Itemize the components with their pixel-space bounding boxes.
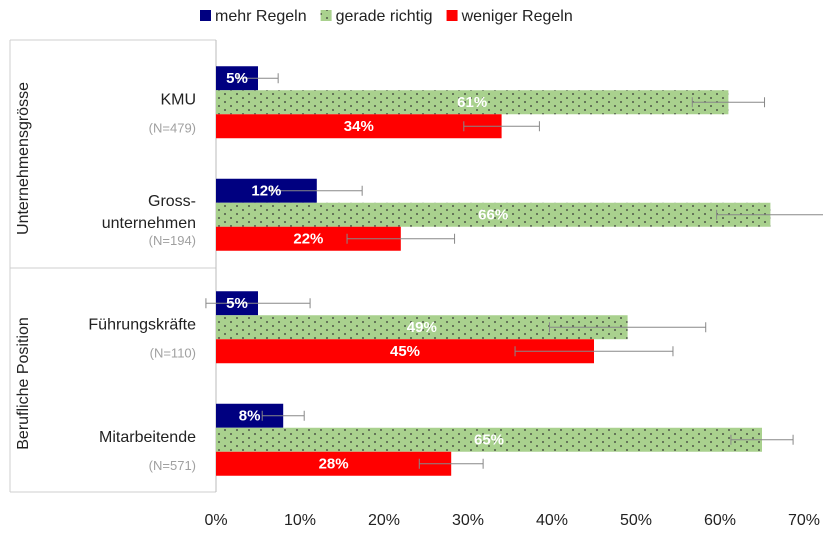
- error-bar: [691, 97, 766, 108]
- error-bar: [237, 73, 279, 84]
- value-label: 65%: [474, 432, 504, 449]
- error-bar: [205, 298, 311, 309]
- value-label: 22%: [293, 231, 323, 248]
- error-bar: [261, 410, 305, 421]
- bar-pattern: [216, 90, 729, 115]
- legend-label: mehr Regeln: [215, 8, 307, 25]
- legend-swatch-pattern: [320, 10, 332, 21]
- group-label: Berufliche Position: [15, 317, 32, 450]
- value-label: 49%: [407, 319, 437, 336]
- legend-label: gerade richtig: [336, 8, 433, 25]
- value-label: 66%: [478, 207, 508, 224]
- legend-label: weniger Regeln: [461, 8, 573, 25]
- x-tick-label: 40%: [536, 512, 568, 529]
- error-bar: [730, 434, 794, 445]
- value-label: 5%: [226, 70, 248, 87]
- error-bar: [270, 185, 363, 196]
- n-label: (N=110): [150, 346, 196, 361]
- value-label: 45%: [390, 343, 420, 360]
- error-bar: [548, 322, 707, 333]
- error-bar: [418, 458, 484, 469]
- category-label: unternehmen: [102, 215, 196, 232]
- category-label: KMU: [160, 91, 196, 108]
- x-tick-label: 50%: [620, 512, 652, 529]
- value-label: 61%: [457, 94, 487, 111]
- value-label: 12%: [251, 183, 281, 200]
- n-label: (N=571): [149, 458, 196, 473]
- group-label: Unternehmensgrösse: [15, 82, 32, 235]
- error-bar: [514, 346, 674, 357]
- x-tick-label: 10%: [284, 512, 316, 529]
- category-label: Mitarbeitende: [99, 429, 196, 446]
- bar-pattern: [216, 202, 771, 227]
- n-label: (N=479): [149, 121, 196, 136]
- category-label: Führungskräfte: [88, 316, 196, 333]
- value-label: 5%: [226, 295, 248, 312]
- category-label: Gross-: [148, 193, 196, 210]
- bar: [216, 451, 452, 476]
- x-tick-label: 20%: [368, 512, 400, 529]
- x-tick-label: 0%: [204, 512, 227, 529]
- x-tick-label: 30%: [452, 512, 484, 529]
- value-label: 34%: [344, 118, 374, 135]
- error-bar: [463, 121, 540, 132]
- bar: [216, 114, 502, 139]
- error-bar: [346, 233, 456, 244]
- n-label: (N=194): [149, 233, 196, 248]
- bar-pattern: [216, 427, 762, 452]
- x-tick-label: 70%: [788, 512, 820, 529]
- x-tick-label: 60%: [704, 512, 736, 529]
- value-label: 28%: [319, 456, 349, 473]
- value-label: 8%: [239, 408, 261, 425]
- error-bar: [716, 209, 823, 220]
- legend-swatch: [446, 10, 458, 21]
- legend-swatch: [200, 10, 211, 21]
